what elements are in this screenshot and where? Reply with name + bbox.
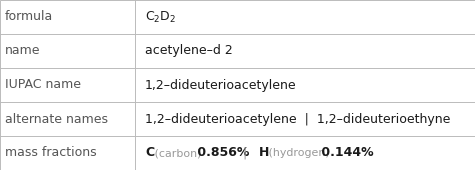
Text: name: name <box>5 45 40 57</box>
Text: 1,2–dideuterioacetylene  |  1,2–dideuterioethyne: 1,2–dideuterioacetylene | 1,2–dideuterio… <box>145 113 450 125</box>
Text: 0.144%: 0.144% <box>317 147 373 159</box>
Text: IUPAC name: IUPAC name <box>5 79 81 91</box>
Text: $\mathregular{C_2D_2}$: $\mathregular{C_2D_2}$ <box>145 10 176 24</box>
Text: 1,2–dideuterioacetylene: 1,2–dideuterioacetylene <box>145 79 296 91</box>
Text: mass fractions: mass fractions <box>5 147 96 159</box>
Text: alternate names: alternate names <box>5 113 108 125</box>
Text: H: H <box>259 147 269 159</box>
Text: C: C <box>145 147 154 159</box>
Text: |: | <box>243 147 247 159</box>
Text: formula: formula <box>5 11 53 23</box>
Text: (carbon): (carbon) <box>151 148 201 158</box>
Text: 0.856%: 0.856% <box>193 147 250 159</box>
Text: acetylene–d 2: acetylene–d 2 <box>145 45 233 57</box>
Text: (hydrogen): (hydrogen) <box>265 148 329 158</box>
